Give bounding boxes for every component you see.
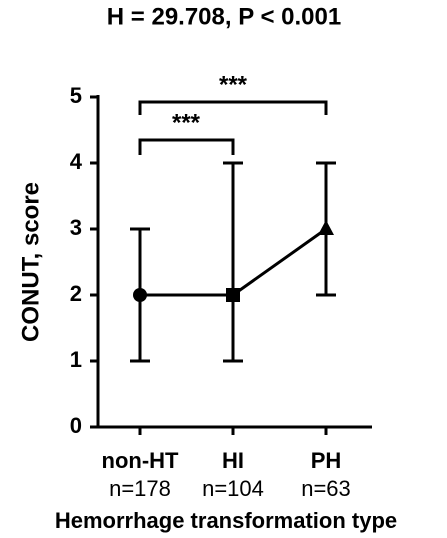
sample-size-label: n=63 — [301, 476, 351, 501]
y-tick-label: 2 — [70, 281, 82, 306]
sample-size-label: n=104 — [202, 476, 264, 501]
x-tick-label: PH — [311, 448, 342, 473]
y-tick-label: 3 — [70, 215, 82, 240]
sample-size-label: n=178 — [109, 476, 171, 501]
significance-bracket — [138, 100, 328, 115]
marker — [318, 220, 334, 235]
y-tick-label: 1 — [70, 347, 82, 372]
x-tick-label: non-HT — [102, 448, 180, 473]
y-tick-label: 5 — [70, 83, 82, 108]
x-tick-label: HI — [222, 448, 244, 473]
y-axis-title: CONUT, score — [17, 182, 44, 342]
significance-label: *** — [219, 71, 248, 98]
y-tick-label: 0 — [70, 413, 82, 438]
chart-title: H = 29.708, P < 0.001 — [107, 3, 341, 30]
marker — [133, 288, 147, 302]
y-tick-label: 4 — [70, 149, 83, 174]
significance-label: *** — [172, 109, 201, 136]
x-axis-title: Hemorrhage transformation type — [55, 508, 397, 533]
marker — [226, 288, 240, 302]
significance-bracket — [138, 138, 235, 155]
